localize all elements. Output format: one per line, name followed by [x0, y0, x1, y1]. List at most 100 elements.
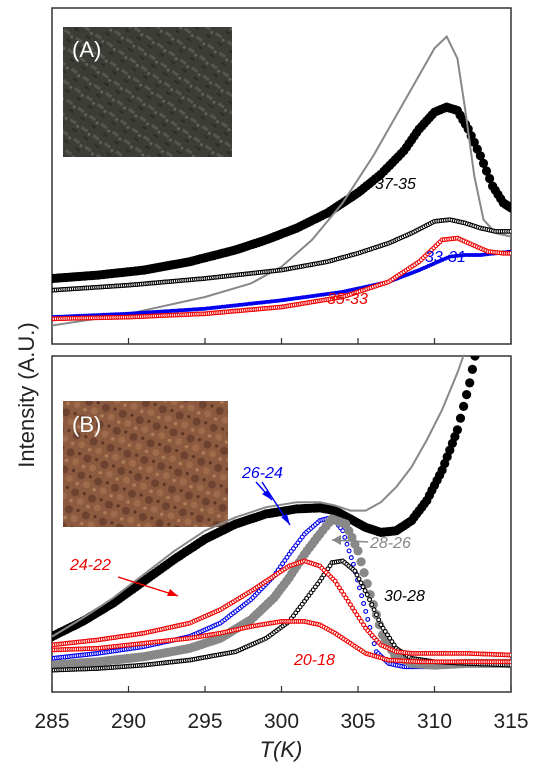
series-a-4 [52, 235, 511, 322]
series-label-35-33: 35-33 [327, 291, 368, 308]
data-point [385, 632, 390, 638]
series-label-30-28: 30-28 [384, 588, 425, 605]
data-point [459, 401, 469, 411]
panel-b-series [52, 338, 511, 673]
x-axis-label: T(K) [260, 737, 303, 762]
data-point [369, 602, 375, 608]
x-tick-label: 290 [111, 710, 146, 733]
data-point [361, 622, 366, 628]
x-tick-label: 315 [493, 710, 528, 733]
series-a-3 [52, 249, 511, 320]
data-point [354, 612, 360, 618]
data-point [347, 602, 353, 608]
data-point [365, 616, 371, 622]
data-point [282, 558, 288, 563]
data-point [485, 173, 495, 184]
data-point [481, 166, 492, 176]
data-point [356, 557, 366, 567]
data-point [473, 338, 482, 347]
series-label-20-18: 20-18 [293, 652, 335, 669]
data-point [371, 607, 377, 613]
data-point [475, 151, 485, 161]
panel-a-series [52, 34, 511, 327]
data-point [378, 622, 384, 628]
arrowhead-26-24-a [262, 490, 272, 500]
series-b-4 [52, 558, 511, 673]
data-point [364, 592, 370, 598]
data-point [508, 228, 511, 234]
panel-b-inset-image [63, 401, 228, 527]
data-point [360, 584, 366, 590]
data-point [339, 588, 345, 594]
arrow-heads [167, 490, 341, 596]
x-tick-label: 310 [417, 710, 452, 733]
data-point [382, 629, 388, 634]
arrowhead-26-24-b [281, 514, 290, 525]
series-label-33-31: 33-31 [425, 249, 466, 266]
data-point [359, 568, 369, 578]
data-point [284, 554, 290, 560]
data-point [280, 561, 286, 567]
data-point [332, 578, 338, 584]
data-point [353, 546, 363, 556]
data-point [508, 250, 511, 256]
series-a-1 [52, 34, 511, 327]
data-point [508, 652, 511, 658]
data-point [387, 635, 393, 641]
panel-a-inset-image [63, 27, 232, 157]
data-point [508, 659, 511, 665]
x-axis-ticks: 285 290 295 300 305 310 315 [34, 338, 529, 733]
data-point [358, 580, 364, 586]
arrowhead-24-22 [167, 589, 178, 596]
arrow-24-22 [117, 576, 179, 597]
data-point [362, 588, 368, 594]
data-point [334, 582, 340, 587]
data-point [380, 625, 386, 631]
data-point [506, 203, 511, 213]
series-label-28-26: 28-26 [369, 535, 411, 552]
data-point [467, 364, 477, 374]
data-point [345, 598, 351, 604]
series-label-37-35: 37-35 [375, 176, 416, 193]
data-point [371, 641, 377, 647]
series-label-26-24: 26-24 [241, 465, 283, 482]
data-point [363, 608, 369, 614]
data-point [348, 555, 354, 561]
data-point [344, 541, 350, 547]
data-point [341, 592, 347, 598]
arrowhead-28-26 [332, 535, 341, 545]
data-point [346, 548, 352, 554]
data-point [350, 561, 356, 567]
series-line [52, 34, 511, 327]
data-point [343, 595, 349, 601]
data-point [361, 601, 367, 606]
data-point [352, 568, 358, 574]
data-point [470, 356, 480, 361]
data-point [340, 528, 346, 534]
data-point [277, 564, 283, 570]
data-point [455, 413, 466, 423]
series-a-2 [52, 217, 511, 293]
data-point [391, 642, 397, 648]
series-a-0 [52, 102, 511, 284]
data-point [336, 585, 342, 591]
data-point [359, 593, 365, 599]
x-tick-label: 305 [340, 710, 375, 733]
x-tick-label: 295 [187, 710, 222, 733]
data-point [389, 639, 395, 645]
series-b-1 [52, 356, 465, 638]
data-point [465, 378, 475, 388]
x-tick-label: 285 [34, 710, 69, 733]
data-point [350, 605, 355, 611]
data-point [478, 158, 489, 168]
series-b-0 [52, 338, 482, 642]
data-point [356, 615, 362, 621]
series-b-6 [52, 618, 511, 665]
data-point [354, 572, 360, 578]
data-point [367, 597, 372, 603]
x-tick-label: 300 [264, 710, 299, 733]
panel-a-label: (A) [72, 37, 101, 62]
series-b-5 [52, 558, 511, 658]
data-point [373, 612, 379, 618]
